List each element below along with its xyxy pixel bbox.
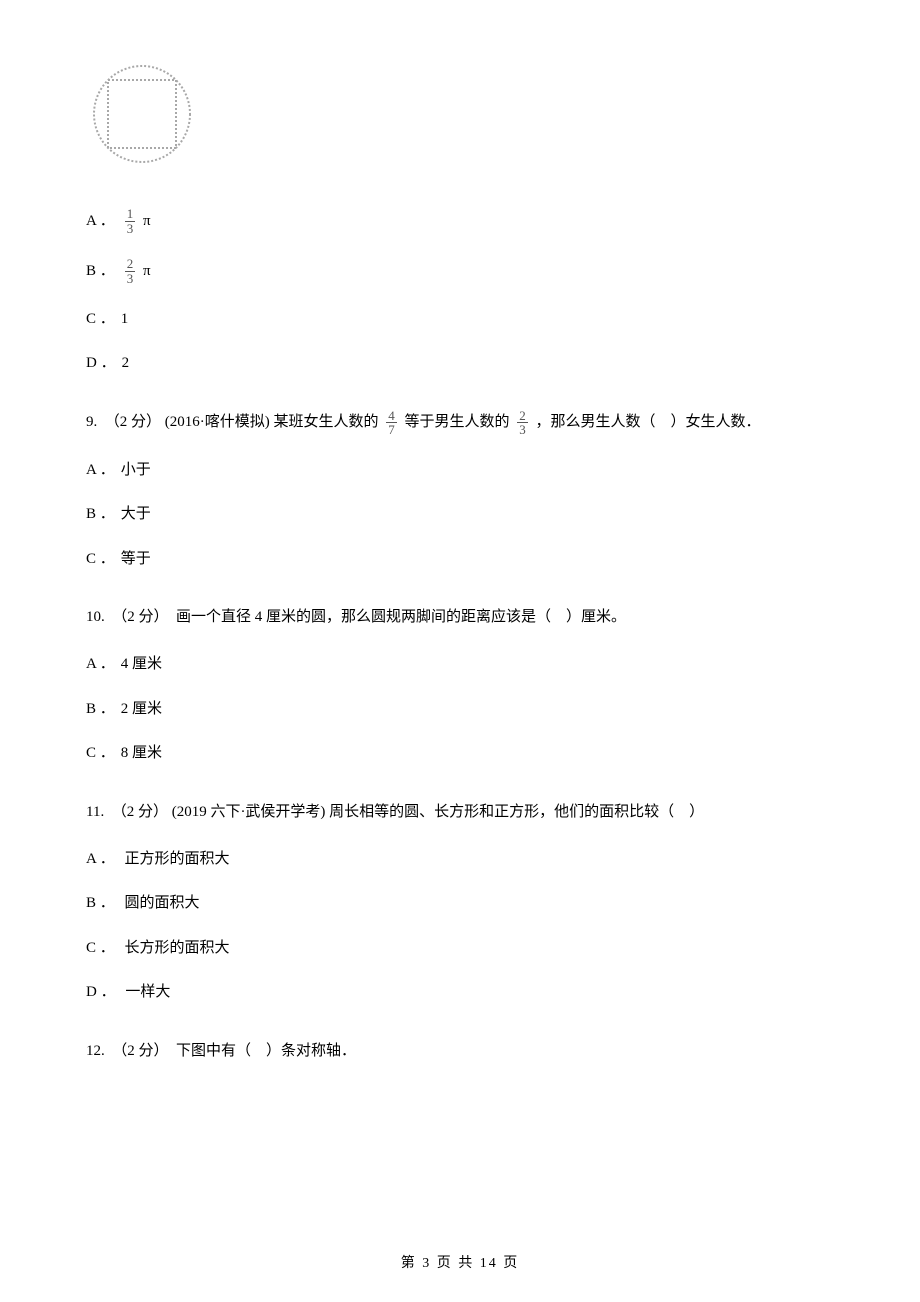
option-text: 等于 — [121, 548, 151, 571]
q9-option-b: B ． 大于 — [86, 503, 834, 526]
option-text: 一样大 — [122, 981, 171, 1004]
q11-option-a: A ． 正方形的面积大 — [86, 848, 834, 871]
q11-option-b: B ． 圆的面积大 — [86, 892, 834, 915]
fraction-icon: 4 7 — [386, 409, 397, 437]
option-text: 长方形的面积大 — [121, 937, 230, 960]
diagram-svg — [86, 58, 206, 170]
fraction-icon: 2 3 — [125, 257, 136, 285]
q9-mid: 等于男生人数的 — [401, 409, 514, 436]
option-letter: D ． — [86, 981, 116, 1004]
option-letter: A ． — [86, 848, 115, 871]
q9-option-a: A ． 小于 — [86, 459, 834, 482]
option-letter: C ． — [86, 308, 115, 331]
question-11: 11. （2 分） (2019 六下·武侯开学考) 周长相等的圆、长方形和正方形… — [86, 799, 834, 826]
q8-option-d: D ． 2 — [86, 352, 834, 375]
fraction-icon: 2 3 — [517, 409, 528, 437]
option-text: 1 — [121, 308, 129, 331]
option-suffix: π — [139, 210, 150, 233]
q9-option-c: C ． 等于 — [86, 548, 834, 571]
option-letter: B ． — [86, 698, 115, 721]
page-footer: 第 3 页 共 14 页 — [0, 1252, 920, 1272]
option-text: 4 厘米 — [121, 653, 162, 676]
option-letter: C ． — [86, 548, 115, 571]
option-text: 小于 — [121, 459, 151, 482]
option-text: 2 厘米 — [121, 698, 162, 721]
q8-option-c: C ． 1 — [86, 308, 834, 331]
q9-prefix: 9. （2 分） (2016·喀什模拟) 某班女生人数的 — [86, 409, 382, 436]
q10-option-b: B ． 2 厘米 — [86, 698, 834, 721]
question-12: 12. （2 分） 下图中有（ ）条对称轴． — [86, 1038, 834, 1065]
q8-option-b: B ． 2 3 π — [86, 257, 834, 285]
option-letter: B ． — [86, 503, 115, 526]
option-letter: C ． — [86, 937, 115, 960]
q11-text: 11. （2 分） (2019 六下·武侯开学考) 周长相等的圆、长方形和正方形… — [86, 799, 704, 826]
q11-option-d: D ． 一样大 — [86, 981, 834, 1004]
inscribed-square-diagram — [86, 58, 834, 175]
q10-text: 10. （2 分） 画一个直径 4 厘米的圆，那么圆规两脚间的距离应该是（ ）厘… — [86, 604, 626, 631]
option-letter: D ． — [86, 352, 116, 375]
question-10: 10. （2 分） 画一个直径 4 厘米的圆，那么圆规两脚间的距离应该是（ ）厘… — [86, 604, 834, 631]
q8-option-a: A ． 1 3 π — [86, 207, 834, 235]
option-letter: B ． — [86, 892, 115, 915]
option-text: 圆的面积大 — [121, 892, 200, 915]
q10-option-c: C ． 8 厘米 — [86, 742, 834, 765]
option-text: 2 — [122, 352, 130, 375]
option-text: 大于 — [121, 503, 151, 526]
page: A ． 1 3 π B ． 2 3 π C ． 1 D ． 2 9. （2 分）… — [0, 0, 920, 1302]
option-letter: A ． — [86, 653, 115, 676]
q9-suffix: ，那么男生人数（ ）女生人数． — [532, 409, 761, 436]
option-text: 正方形的面积大 — [121, 848, 230, 871]
q12-text: 12. （2 分） 下图中有（ ）条对称轴． — [86, 1038, 356, 1065]
option-suffix: π — [139, 260, 150, 283]
option-text: 8 厘米 — [121, 742, 162, 765]
option-letter: A ． — [86, 210, 115, 233]
question-9: 9. （2 分） (2016·喀什模拟) 某班女生人数的 4 7 等于男生人数的… — [86, 409, 834, 437]
option-letter: B ． — [86, 260, 115, 283]
option-letter: C ． — [86, 742, 115, 765]
option-letter: A ． — [86, 459, 115, 482]
fraction-icon: 1 3 — [125, 207, 136, 235]
q10-option-a: A ． 4 厘米 — [86, 653, 834, 676]
q11-option-c: C ． 长方形的面积大 — [86, 937, 834, 960]
